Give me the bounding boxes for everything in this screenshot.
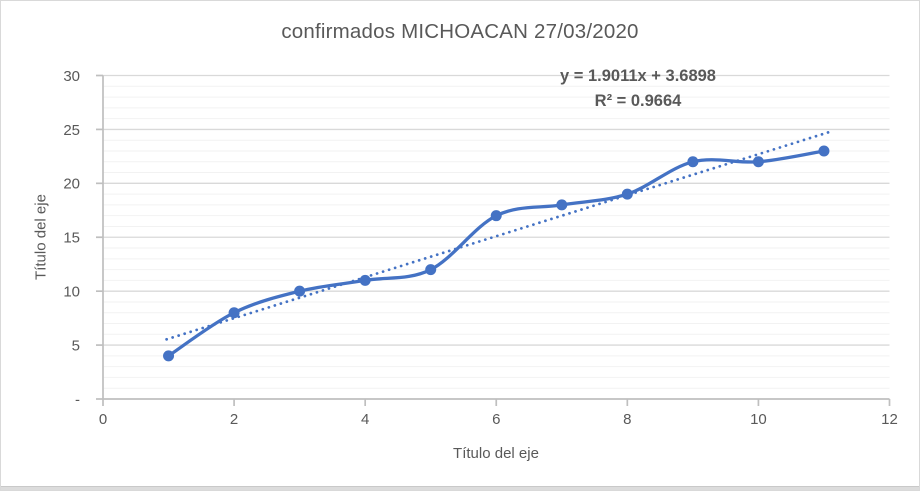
chart-title[interactable]: confirmados MICHOACAN 27/03/2020 — [281, 20, 639, 43]
x-tick-label[interactable]: 6 — [492, 411, 500, 428]
data-point-marker[interactable] — [359, 274, 371, 286]
y-tick-label[interactable]: 15 — [63, 230, 80, 247]
data-point-marker[interactable] — [818, 145, 830, 157]
y-tick-label[interactable]: 10 — [63, 284, 80, 301]
data-point-marker[interactable] — [556, 199, 568, 211]
y-tick-label[interactable]: 25 — [63, 122, 80, 139]
data-point-marker[interactable] — [163, 350, 175, 362]
trendline[interactable] — [165, 129, 834, 341]
x-axis-title[interactable]: Título del eje — [453, 445, 539, 462]
x-tick-label[interactable]: 0 — [99, 411, 107, 428]
bottom-edge — [1, 486, 919, 490]
x-tick-label[interactable]: 4 — [361, 411, 369, 428]
y-tick-label[interactable]: 20 — [63, 176, 80, 193]
data-point-marker[interactable] — [621, 188, 633, 200]
x-tick-label[interactable]: 12 — [881, 411, 898, 428]
trendline-label[interactable]: y = 1.9011x + 3.6898 R² = 0.9664 — [488, 64, 788, 114]
trendline-r-squared: R² = 0.9664 — [594, 92, 682, 110]
y-axis-title[interactable]: Título del eje — [32, 194, 50, 280]
data-point-marker[interactable] — [294, 285, 306, 297]
x-tick-label[interactable]: 8 — [623, 411, 631, 428]
data-point-marker[interactable] — [752, 156, 764, 168]
trendline-equation: y = 1.9011x + 3.6898 — [560, 67, 716, 85]
y-tick-label[interactable]: 30 — [63, 68, 80, 85]
data-point-marker[interactable] — [687, 156, 699, 168]
y-tick-label[interactable]: - — [75, 391, 80, 408]
data-point-marker[interactable] — [228, 307, 240, 319]
series-line[interactable] — [166, 149, 826, 358]
x-tick-label[interactable]: 2 — [230, 411, 238, 428]
x-tick-label[interactable]: 10 — [750, 411, 767, 428]
data-point-marker[interactable] — [425, 264, 437, 276]
y-tick-label[interactable]: 5 — [72, 337, 80, 354]
data-point-marker[interactable] — [490, 210, 502, 222]
